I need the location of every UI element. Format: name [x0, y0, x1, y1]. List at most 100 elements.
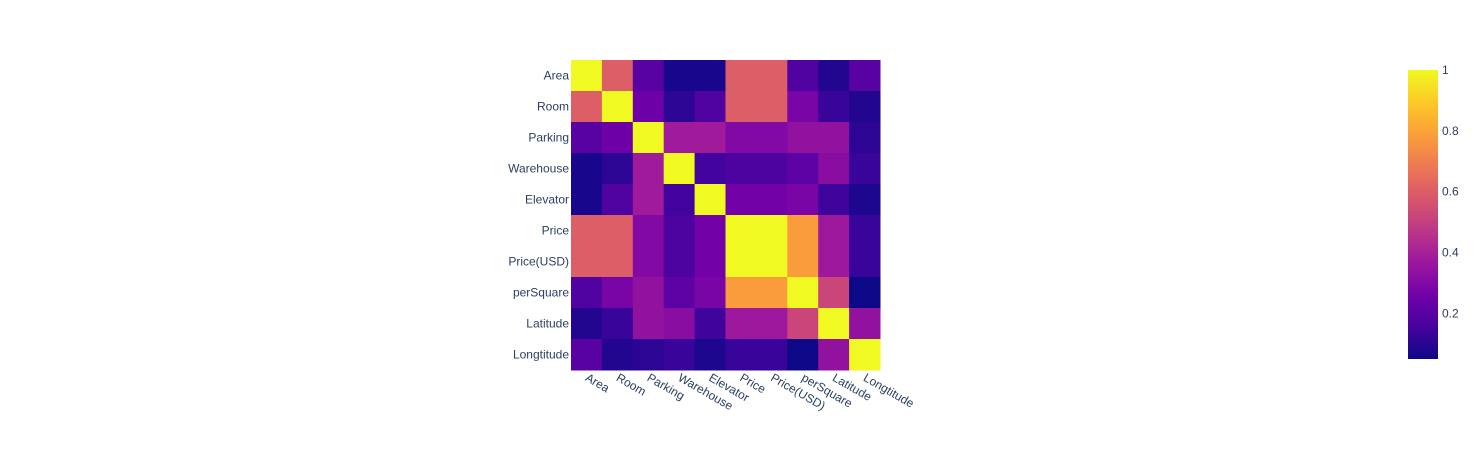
heatmap-cell-longtitude-parking	[632, 339, 665, 371]
heatmap-cell-price-price(usd)	[756, 215, 788, 247]
heatmap-cell-area-price	[725, 60, 757, 92]
heatmap-cell-persquare-area	[571, 277, 603, 309]
heatmap-cell-area-warehouse	[663, 60, 696, 92]
y-tick-label: Area	[544, 69, 570, 83]
heatmap-cell-price(usd)-price	[725, 246, 757, 278]
heatmap-cell-elevator-area	[571, 184, 603, 216]
heatmap-cell-longtitude-warehouse	[663, 339, 696, 371]
heatmap-cell-price(usd)-elevator	[694, 246, 726, 278]
heatmap-cell-parking-room	[601, 122, 634, 154]
y-tick-label: Warehouse	[508, 162, 569, 176]
heatmap-cell-elevator-price	[725, 184, 757, 216]
heatmap-cell-longtitude-longtitude	[849, 339, 881, 371]
heatmap-cell-warehouse-persquare	[787, 153, 819, 185]
heatmap-cell-price(usd)-price(usd)	[756, 246, 788, 278]
heatmap-cell-longtitude-elevator	[694, 339, 726, 371]
heatmap-cell-latitude-longtitude	[849, 308, 881, 340]
heatmap-cell-room-persquare	[787, 91, 819, 123]
heatmap-cell-room-room	[601, 91, 634, 123]
heatmap-cell-parking-price	[725, 122, 757, 154]
heatmap-cell-price(usd)-parking	[632, 246, 665, 278]
heatmap-cell-room-parking	[632, 91, 665, 123]
y-tick-label: Elevator	[525, 193, 569, 207]
heatmap-cell-latitude-warehouse	[663, 308, 696, 340]
heatmap-cell-persquare-longtitude	[849, 277, 881, 309]
heatmap-cell-warehouse-area	[571, 153, 603, 185]
colorbar-tick-label: 0.4	[1442, 246, 1459, 260]
heatmap-cell-parking-persquare	[787, 122, 819, 154]
heatmap-cell-warehouse-price	[725, 153, 757, 185]
colorbar	[1408, 70, 1438, 359]
heatmap-cell-persquare-price	[725, 277, 757, 309]
heatmap-cell-price-persquare	[787, 215, 819, 247]
heatmap-cell-latitude-latitude	[818, 308, 850, 340]
heatmap-cell-latitude-elevator	[694, 308, 726, 340]
heatmap-cell-latitude-price(usd)	[756, 308, 788, 340]
heatmap-cell-elevator-room	[601, 184, 634, 216]
heatmap-cell-persquare-warehouse	[663, 277, 696, 309]
heatmap-cell-price(usd)-warehouse	[663, 246, 696, 278]
heatmap-cell-price-longtitude	[849, 215, 881, 247]
heatmap-cell-room-price(usd)	[756, 91, 788, 123]
heatmap-cell-elevator-elevator	[694, 184, 726, 216]
heatmap-cell-parking-warehouse	[663, 122, 696, 154]
heatmap-cell-latitude-area	[571, 308, 603, 340]
heatmap-cell-longtitude-area	[571, 339, 603, 371]
y-tick-label: Latitude	[526, 317, 569, 331]
heatmap-cell-price(usd)-longtitude	[849, 246, 881, 278]
heatmap-cell-area-price(usd)	[756, 60, 788, 92]
x-tick-label: Area	[583, 370, 612, 395]
heatmap-cell-persquare-elevator	[694, 277, 726, 309]
heatmap-cell-area-elevator	[694, 60, 726, 92]
heatmap-cell-area-area	[571, 60, 603, 92]
heatmap-cells	[571, 60, 881, 371]
heatmap-cell-price-area	[571, 215, 603, 247]
heatmap-cell-latitude-room	[601, 308, 634, 340]
y-tick-label: Longtitude	[513, 348, 569, 362]
heatmap-cell-warehouse-longtitude	[849, 153, 881, 185]
y-axis-tick-labels: Area Room Parking Warehouse Elevator Price Pri…	[508, 69, 569, 362]
heatmap-cell-warehouse-room	[601, 153, 634, 185]
heatmap-cell-room-warehouse	[663, 91, 696, 123]
heatmap-cell-parking-elevator	[694, 122, 726, 154]
heatmap-cell-longtitude-price(usd)	[756, 339, 788, 371]
y-tick-label: perSquare	[513, 286, 569, 300]
heatmap-cell-warehouse-latitude	[818, 153, 850, 185]
heatmap-cell-parking-latitude	[818, 122, 850, 154]
colorbar-tick-labels: 0.2 0.4 0.6 0.8 1	[1442, 63, 1459, 320]
heatmap-cell-elevator-persquare	[787, 184, 819, 216]
heatmap-cell-persquare-persquare	[787, 277, 819, 309]
y-tick-label: Price	[542, 224, 570, 238]
heatmap-cell-price(usd)-room	[601, 246, 634, 278]
heatmap-cell-latitude-persquare	[787, 308, 819, 340]
heatmap-cell-persquare-parking	[632, 277, 665, 309]
heatmap-cell-price-elevator	[694, 215, 726, 247]
heatmap-cell-room-elevator	[694, 91, 726, 123]
heatmap-cell-persquare-room	[601, 277, 634, 309]
heatmap-cell-persquare-price(usd)	[756, 277, 788, 309]
heatmap-cell-area-latitude	[818, 60, 850, 92]
y-tick-label: Price(USD)	[508, 255, 569, 269]
heatmap-cell-area-longtitude	[849, 60, 881, 92]
heatmap-cell-elevator-parking	[632, 184, 665, 216]
heatmap-cell-parking-area	[571, 122, 603, 154]
heatmap-cell-warehouse-parking	[632, 153, 665, 185]
heatmap-cell-area-room	[601, 60, 634, 92]
heatmap-cell-parking-price(usd)	[756, 122, 788, 154]
heatmap-cell-longtitude-persquare	[787, 339, 819, 371]
heatmap-cell-latitude-price	[725, 308, 757, 340]
heatmap-cell-elevator-price(usd)	[756, 184, 788, 216]
heatmap-cell-elevator-longtitude	[849, 184, 881, 216]
heatmap-cell-longtitude-room	[601, 339, 634, 371]
y-tick-label: Parking	[528, 131, 569, 145]
y-tick-label: Room	[537, 100, 569, 114]
x-tick-label: Room	[614, 370, 649, 398]
heatmap-cell-parking-longtitude	[849, 122, 881, 154]
heatmap-cell-parking-parking	[632, 122, 665, 154]
heatmap-cell-persquare-latitude	[818, 277, 850, 309]
heatmap-cell-latitude-parking	[632, 308, 665, 340]
heatmap-cell-warehouse-warehouse	[663, 153, 696, 185]
